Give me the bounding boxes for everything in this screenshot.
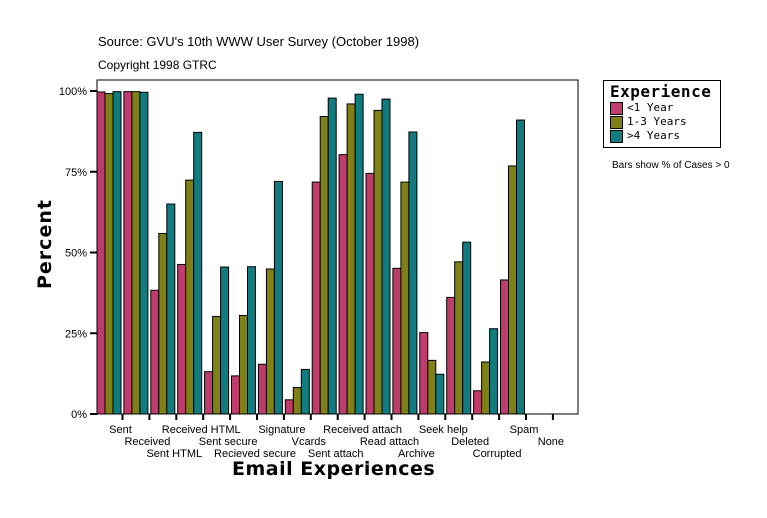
- bar: [427, 359, 437, 415]
- x-tick-label: Sent: [109, 424, 132, 436]
- x-axis-label: Email Experiences: [232, 458, 436, 480]
- bar: [212, 315, 222, 415]
- y-tick-label: 100%: [59, 86, 87, 98]
- x-tick-label: Archive: [398, 448, 435, 460]
- bar: [177, 263, 187, 415]
- bar: [239, 314, 248, 415]
- x-tick-label: Spam: [510, 424, 539, 436]
- bar: [419, 332, 429, 415]
- x-tick-label: Received HTML: [162, 424, 241, 436]
- bar: [220, 266, 230, 415]
- bar: [473, 390, 483, 415]
- y-tick-label: 25%: [65, 328, 87, 340]
- bar: [365, 172, 375, 415]
- bar: [408, 131, 418, 415]
- x-tick-label: Corrupted: [473, 448, 522, 460]
- bar: [231, 375, 240, 415]
- legend-swatch: [610, 101, 623, 115]
- bar: [131, 91, 141, 415]
- bar: [508, 165, 517, 415]
- bar: [381, 98, 391, 415]
- legend-item: 1-3 Years: [610, 115, 687, 129]
- legend-label: >4 Years: [627, 129, 680, 142]
- bar: [265, 268, 275, 415]
- bar: [104, 93, 114, 415]
- x-tick-label: Signature: [258, 424, 305, 436]
- bar: [346, 103, 356, 415]
- bar: [373, 109, 383, 415]
- legend-item: <1 Year: [610, 101, 674, 115]
- x-tick-label: Seek help: [419, 424, 468, 436]
- chart-note: Bars show % of Cases > 0: [612, 160, 730, 171]
- x-tick-label: Deleted: [451, 436, 489, 448]
- bar: [327, 97, 337, 415]
- x-tick-label: Vcards: [292, 436, 327, 448]
- legend-label: 1-3 Years: [627, 115, 687, 128]
- bar: [516, 119, 525, 415]
- bar: [300, 368, 310, 415]
- bar: [311, 181, 321, 415]
- legend-label: <1 Year: [627, 101, 674, 114]
- bar: [96, 91, 106, 415]
- bar: [400, 181, 410, 415]
- chart-subtitle: Copyright 1998 GTRC: [98, 58, 217, 72]
- x-tick-label: None: [538, 436, 564, 448]
- bar: [247, 266, 256, 415]
- x-tick-label: Sent HTML: [146, 448, 202, 460]
- bar: [446, 296, 456, 415]
- y-tick-label: 75%: [65, 167, 87, 179]
- bar: [435, 373, 445, 415]
- bar: [257, 363, 267, 415]
- bar: [193, 131, 203, 415]
- x-tick-label: Sent secure: [199, 436, 258, 448]
- bar: [354, 93, 364, 415]
- bar: [273, 180, 283, 415]
- legend-swatch: [610, 115, 623, 129]
- bar: [292, 387, 302, 415]
- bar: [166, 203, 176, 415]
- legend-swatch: [610, 129, 623, 143]
- x-tick-label: Read attach: [360, 436, 419, 448]
- bar: [454, 261, 464, 415]
- bar: [462, 241, 472, 415]
- legend: Experience <1 Year 1-3 Years >4 Years: [603, 80, 721, 148]
- x-tick-label: Received: [124, 436, 170, 448]
- bar: [500, 279, 509, 415]
- bar: [392, 267, 402, 415]
- bar: [481, 361, 491, 415]
- legend-title: Experience: [610, 82, 712, 101]
- bar: [158, 232, 168, 415]
- bar: [139, 91, 149, 415]
- bar: [489, 328, 499, 415]
- bar: [112, 91, 122, 415]
- bar: [284, 399, 294, 415]
- bar: [185, 179, 195, 415]
- bar: [319, 116, 329, 415]
- legend-item: >4 Years: [610, 129, 680, 143]
- x-tick-label: Recieved secure: [214, 448, 296, 460]
- x-tick-label: Sent attach: [308, 448, 364, 460]
- bar: [204, 371, 214, 415]
- bar: [150, 289, 160, 415]
- y-tick-label: 50%: [65, 248, 87, 260]
- chart-title: Source: GVU's 10th WWW User Survey (Octo…: [98, 34, 420, 49]
- y-tick-label: 0%: [71, 409, 87, 421]
- x-tick-label: Received attach: [323, 424, 402, 436]
- bar: [338, 154, 348, 415]
- bar: [123, 91, 133, 415]
